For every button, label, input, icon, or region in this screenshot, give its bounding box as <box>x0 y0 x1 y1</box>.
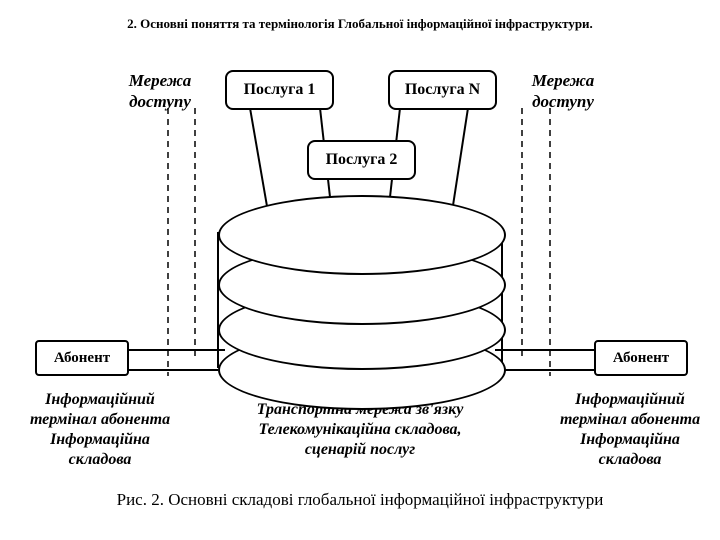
cylinder-ring-1-top <box>218 195 506 275</box>
abonent-left-label: Абонент <box>54 350 110 367</box>
abonent-right-box: Абонент <box>594 340 688 376</box>
abonent-right-label: Абонент <box>613 350 669 367</box>
abonent-left-box: Абонент <box>35 340 129 376</box>
diagram-canvas: 2. Основні поняття та термінологія Глоба… <box>0 0 720 540</box>
